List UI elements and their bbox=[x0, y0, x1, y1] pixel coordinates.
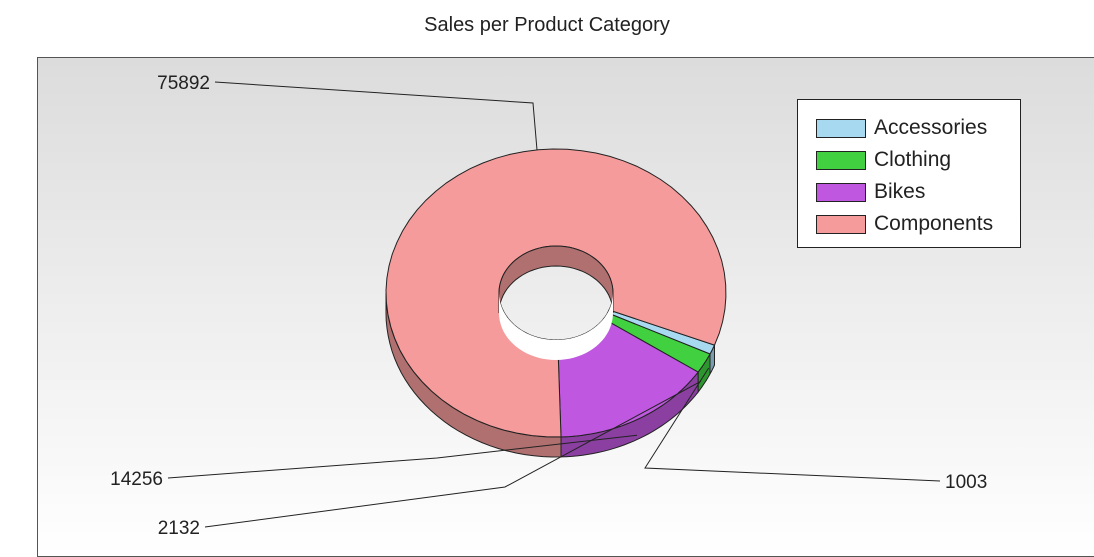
data-label: 75892 bbox=[157, 73, 210, 94]
data-label: 2132 bbox=[158, 518, 200, 539]
leader-line bbox=[214, 81, 538, 151]
legend-item: Accessories bbox=[816, 112, 1020, 144]
data-label: 14256 bbox=[110, 469, 163, 490]
legend-item: Bikes bbox=[816, 176, 1020, 208]
legend-swatch bbox=[816, 214, 866, 234]
chart-title: Sales per Product Category bbox=[424, 14, 670, 36]
legend-swatch bbox=[816, 182, 866, 202]
slice-accessories bbox=[607, 309, 716, 355]
legend-label: Components bbox=[874, 212, 994, 235]
inner-hole bbox=[499, 293, 613, 360]
legend-label: Bikes bbox=[874, 180, 926, 203]
legend-item: Components bbox=[816, 208, 1020, 240]
legend-label: Accessories bbox=[874, 116, 988, 139]
legend-swatch bbox=[816, 150, 866, 170]
leader-line bbox=[644, 367, 941, 482]
legend-swatch bbox=[816, 118, 866, 138]
legend: Accessories Clothing Bikes Components bbox=[797, 99, 1021, 248]
leader-line bbox=[204, 380, 702, 528]
data-label: 1003 bbox=[945, 472, 987, 493]
legend-label: Clothing bbox=[874, 148, 952, 171]
legend-item: Clothing bbox=[816, 144, 1020, 176]
leader-line bbox=[167, 434, 638, 479]
